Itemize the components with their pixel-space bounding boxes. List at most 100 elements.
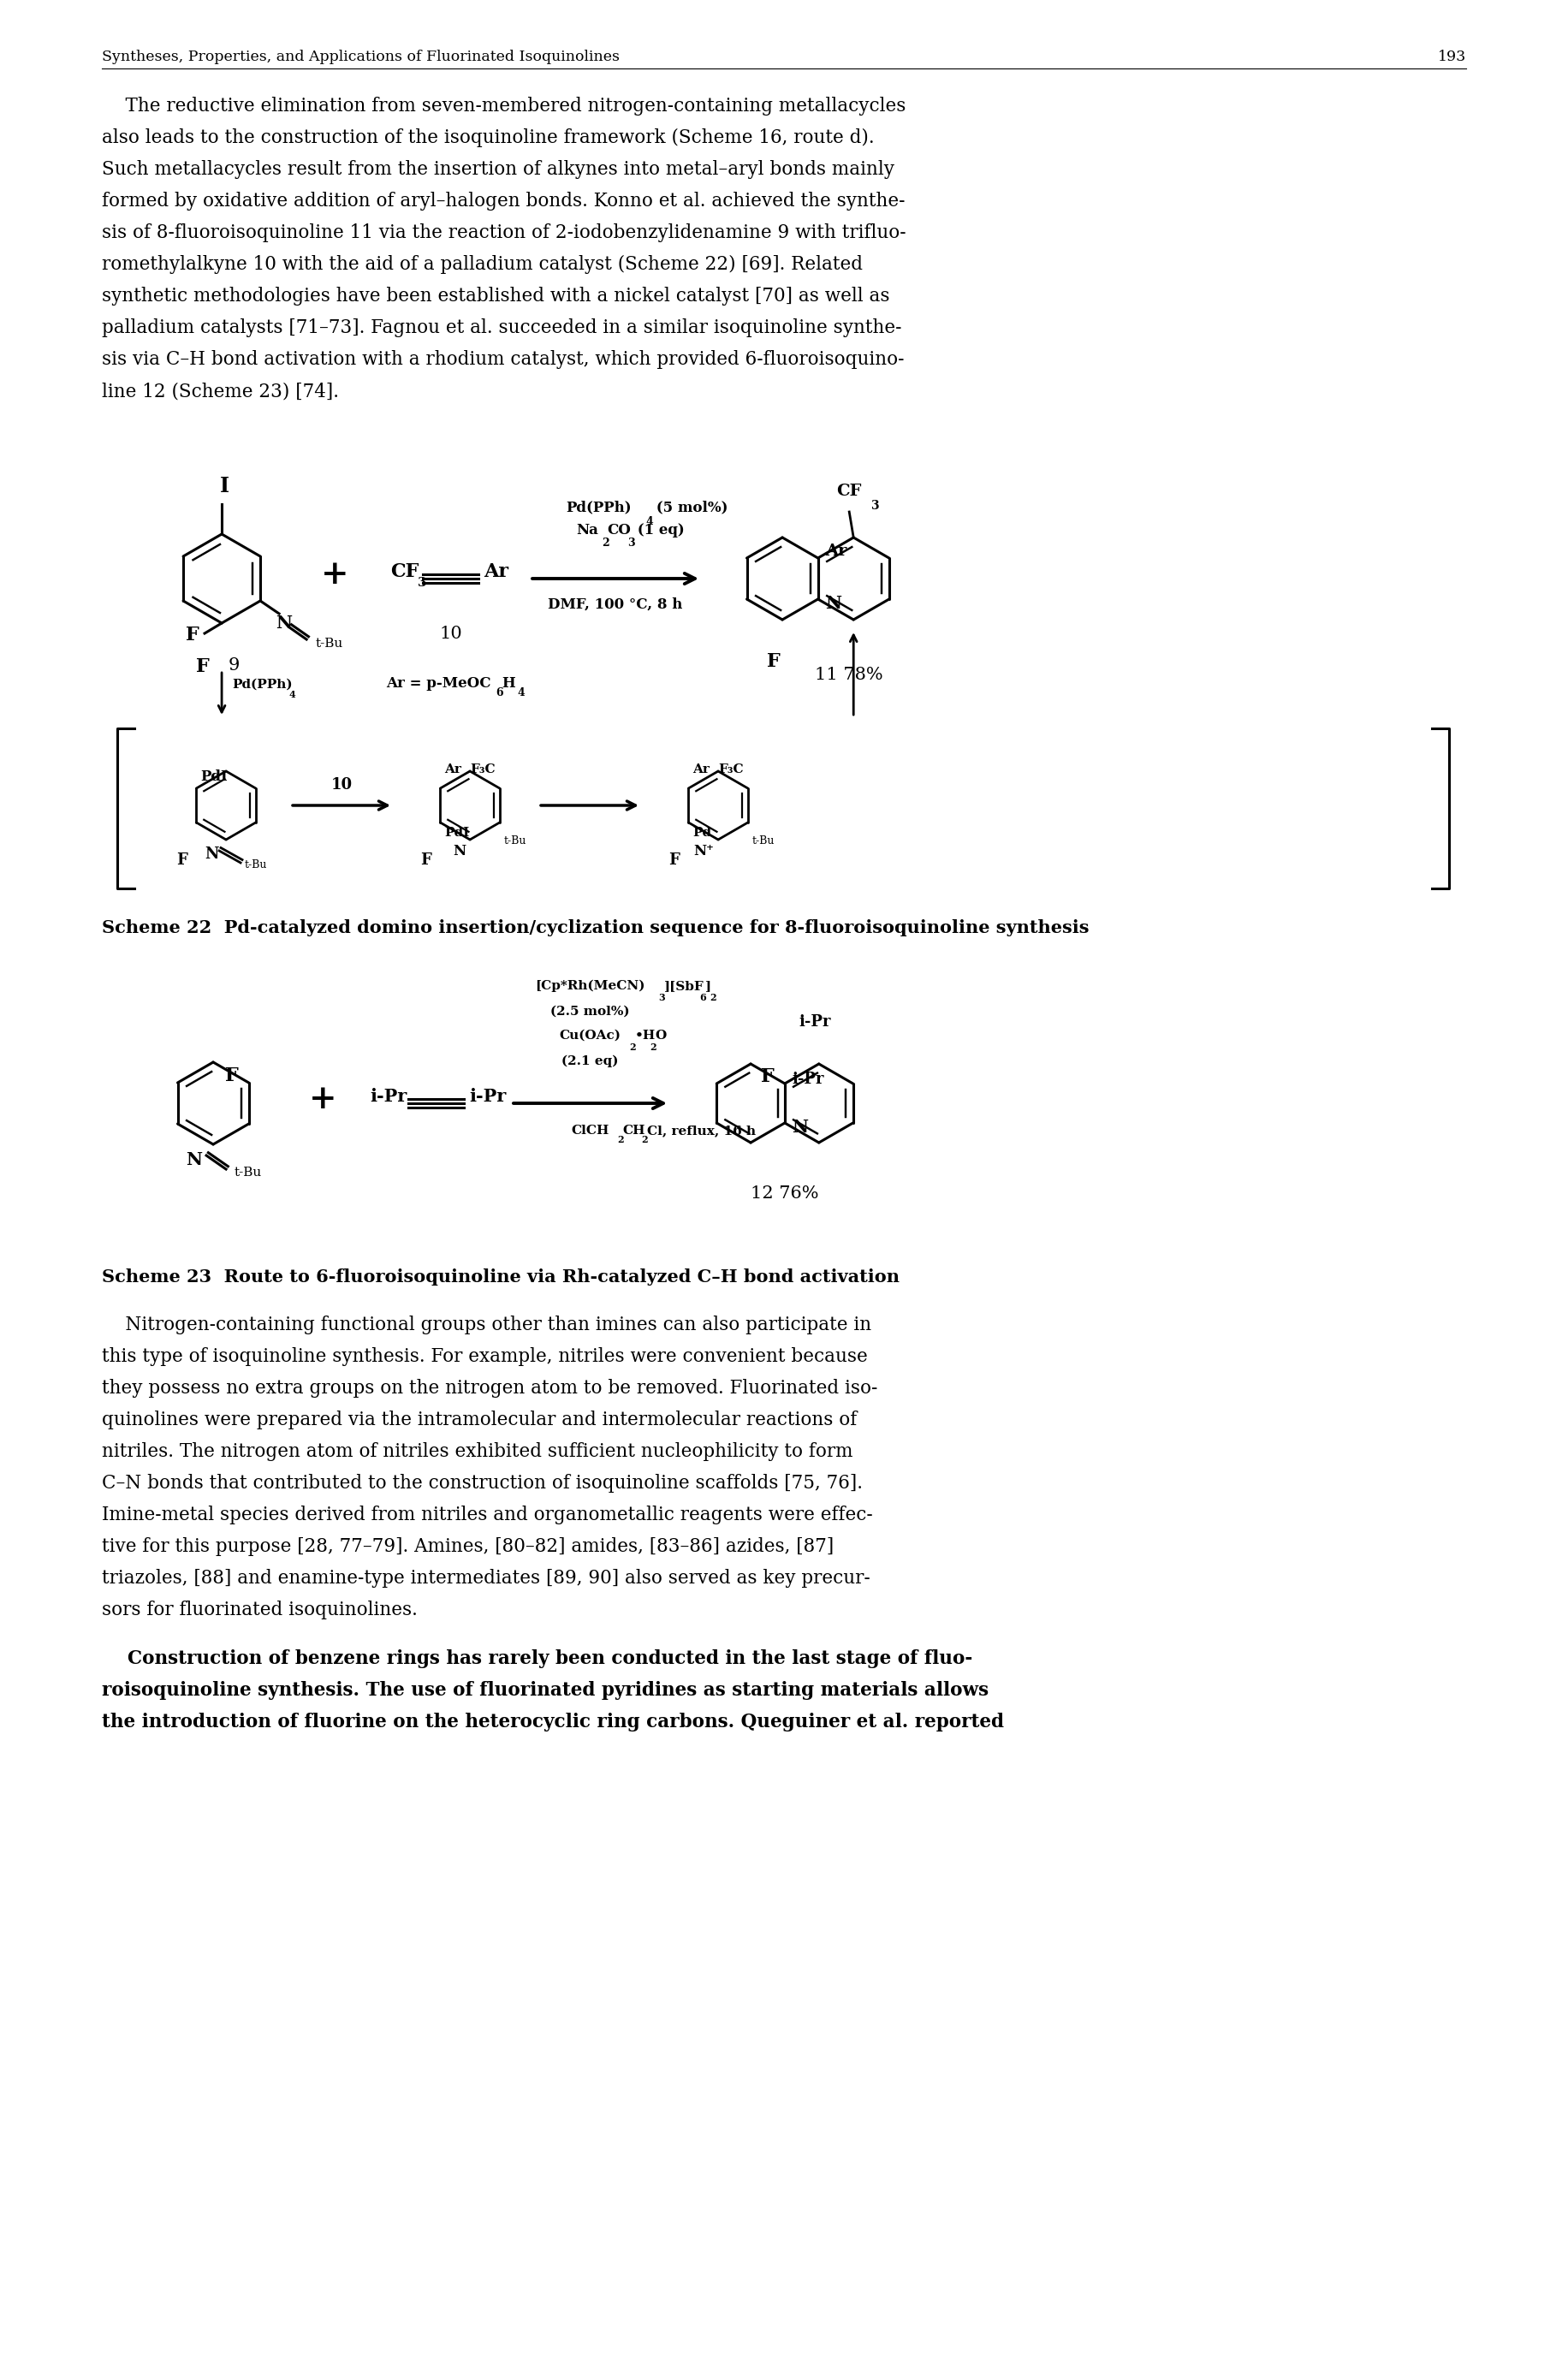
Text: line 12 (Scheme 23) [74].: line 12 (Scheme 23) [74]. [102, 383, 339, 402]
Text: i-Pr: i-Pr [792, 1072, 823, 1086]
Text: •H: •H [635, 1029, 655, 1041]
Text: Ar: Ar [445, 763, 461, 775]
Text: Ar: Ar [825, 544, 847, 558]
Text: H: H [502, 677, 516, 691]
Text: 2: 2 [641, 1136, 648, 1145]
Text: 2: 2 [602, 537, 610, 549]
Text: 3: 3 [627, 537, 635, 549]
Text: I: I [220, 475, 229, 497]
Text: Ar: Ar [483, 563, 508, 582]
Text: ClCH: ClCH [571, 1124, 610, 1136]
Text: 4: 4 [517, 687, 525, 699]
Text: they possess no extra groups on the nitrogen atom to be removed. Fluorinated iso: they possess no extra groups on the nitr… [102, 1378, 878, 1397]
Text: Pd(PPh): Pd(PPh) [566, 499, 632, 513]
Text: sis via C–H bond activation with a rhodium catalyst, which provided 6-fluoroisoq: sis via C–H bond activation with a rhodi… [102, 349, 905, 368]
Text: (2.5 mol%): (2.5 mol%) [550, 1005, 630, 1017]
Text: N: N [205, 846, 220, 862]
Text: 2: 2 [630, 1043, 637, 1053]
Text: 6: 6 [699, 993, 707, 1003]
Text: 11 78%: 11 78% [815, 668, 883, 682]
Text: CO: CO [607, 523, 630, 537]
Text: N: N [185, 1152, 202, 1169]
Text: t-Bu: t-Bu [753, 836, 775, 846]
Text: i-Pr: i-Pr [798, 1015, 831, 1029]
Text: (5 mol%): (5 mol%) [651, 499, 728, 513]
Text: t-Bu: t-Bu [234, 1167, 262, 1178]
Text: 4: 4 [646, 516, 652, 527]
Text: N: N [792, 1119, 808, 1136]
Text: 2: 2 [618, 1136, 624, 1145]
Text: 12 76%: 12 76% [751, 1186, 818, 1202]
Text: Syntheses, Properties, and Applications of Fluorinated Isoquinolines: Syntheses, Properties, and Applications … [102, 50, 619, 64]
Text: 4: 4 [289, 689, 295, 699]
Text: Pd(PPh): Pd(PPh) [232, 680, 293, 691]
Text: [Cp*Rh(MeCN): [Cp*Rh(MeCN) [535, 979, 644, 993]
Text: F: F [767, 651, 781, 670]
Text: Na: Na [575, 523, 599, 537]
Text: F₃C: F₃C [718, 763, 743, 775]
Text: quinolines were prepared via the intramolecular and intermolecular reactions of: quinolines were prepared via the intramo… [102, 1411, 858, 1430]
Text: N: N [276, 615, 293, 632]
Text: formed by oxidative addition of aryl–halogen bonds. Konno et al. achieved the sy: formed by oxidative addition of aryl–hal… [102, 192, 905, 211]
Text: sis of 8-fluoroisoquinoline 11 via the reaction of 2-iodobenzylidenamine 9 with : sis of 8-fluoroisoquinoline 11 via the r… [102, 223, 906, 242]
Text: F: F [668, 853, 679, 867]
Text: +: + [309, 1083, 337, 1114]
Text: triazoles, [88] and enamine-type intermediates [89, 90] also served as key precu: triazoles, [88] and enamine-type interme… [102, 1568, 870, 1587]
Text: t-Bu: t-Bu [503, 836, 527, 846]
Text: CF: CF [390, 563, 419, 582]
Text: PdI: PdI [445, 827, 470, 839]
Text: Nitrogen-containing functional groups other than imines can also participate in: Nitrogen-containing functional groups ot… [102, 1316, 872, 1335]
Text: roisoquinoline synthesis. The use of fluorinated pyridines as starting materials: roisoquinoline synthesis. The use of flu… [102, 1680, 989, 1699]
Text: 10: 10 [331, 777, 353, 794]
Text: 10: 10 [439, 625, 463, 642]
Text: 3: 3 [659, 993, 665, 1003]
Text: F: F [226, 1067, 238, 1086]
Text: palladium catalysts [71–73]. Fagnou et al. succeeded in a similar isoquinoline s: palladium catalysts [71–73]. Fagnou et a… [102, 318, 902, 337]
Text: Scheme 22  Pd-catalyzed domino insertion/cyclization sequence for 8-fluoroisoqui: Scheme 22 Pd-catalyzed domino insertion/… [102, 920, 1090, 936]
Text: F: F [196, 658, 210, 677]
Text: ]: ] [706, 979, 710, 993]
Text: also leads to the construction of the isoquinoline framework (Scheme 16, route d: also leads to the construction of the is… [102, 128, 875, 147]
Text: N⁺: N⁺ [693, 843, 713, 858]
Text: F: F [420, 853, 431, 867]
Text: DMF, 100 °C, 8 h: DMF, 100 °C, 8 h [549, 596, 682, 613]
Text: Imine-metal species derived from nitriles and organometallic reagents were effec: Imine-metal species derived from nitrile… [102, 1506, 873, 1525]
Text: synthetic methodologies have been established with a nickel catalyst [70] as wel: synthetic methodologies have been establ… [102, 287, 889, 307]
Text: t-Bu: t-Bu [245, 860, 268, 872]
Text: Construction of benzene rings has rarely been conducted in the last stage of flu: Construction of benzene rings has rarely… [102, 1649, 972, 1668]
Text: 2: 2 [710, 993, 717, 1003]
Text: t-Bu: t-Bu [315, 637, 343, 649]
Text: +: + [321, 558, 348, 592]
Text: The reductive elimination from seven-membered nitrogen-containing metallacycles: The reductive elimination from seven-mem… [102, 97, 906, 116]
Text: F: F [760, 1067, 775, 1086]
Text: Ar: Ar [693, 763, 710, 775]
Text: CH: CH [622, 1124, 646, 1136]
Text: 2: 2 [651, 1043, 657, 1053]
Text: 9: 9 [229, 658, 240, 675]
Text: sors for fluorinated isoquinolines.: sors for fluorinated isoquinolines. [102, 1601, 417, 1620]
Text: Cu(OAc): Cu(OAc) [560, 1029, 621, 1041]
Text: C–N bonds that contributed to the construction of isoquinoline scaffolds [75, 76: C–N bonds that contributed to the constr… [102, 1473, 862, 1492]
Text: (1 eq): (1 eq) [632, 523, 685, 537]
Text: CF: CF [837, 485, 862, 499]
Text: this type of isoquinoline synthesis. For example, nitriles were convenient becau: this type of isoquinoline synthesis. For… [102, 1347, 867, 1366]
Text: romethylalkyne 10 with the aid of a palladium catalyst (Scheme 22) [69]. Related: romethylalkyne 10 with the aid of a pall… [102, 254, 862, 273]
Text: Pd: Pd [693, 827, 712, 839]
Text: ][SbF: ][SbF [663, 979, 704, 993]
Text: F₃C: F₃C [470, 763, 495, 775]
Text: F: F [177, 853, 188, 867]
Text: i-Pr: i-Pr [370, 1088, 406, 1105]
Text: i-Pr: i-Pr [469, 1088, 506, 1105]
Text: tive for this purpose [28, 77–79]. Amines, [80–82] amides, [83–86] azides, [87]: tive for this purpose [28, 77–79]. Amine… [102, 1537, 834, 1556]
Text: Such metallacycles result from the insertion of alkynes into metal–aryl bonds ma: Such metallacycles result from the inser… [102, 159, 894, 178]
Text: the introduction of fluorine on the heterocyclic ring carbons. Queguiner et al. : the introduction of fluorine on the hete… [102, 1713, 1004, 1732]
Text: Ar = p-MeOC: Ar = p-MeOC [386, 677, 491, 691]
Text: 3: 3 [870, 499, 880, 511]
Text: 193: 193 [1438, 50, 1466, 64]
Text: (2.1 eq): (2.1 eq) [561, 1055, 619, 1067]
Text: N: N [825, 594, 840, 613]
Text: nitriles. The nitrogen atom of nitriles exhibited sufficient nucleophilicity to : nitriles. The nitrogen atom of nitriles … [102, 1442, 853, 1461]
Text: N: N [453, 843, 466, 858]
Text: O: O [655, 1029, 666, 1041]
Text: Scheme 23  Route to 6-fluoroisoquinoline via Rh-catalyzed C–H bond activation: Scheme 23 Route to 6-fluoroisoquinoline … [102, 1269, 900, 1285]
